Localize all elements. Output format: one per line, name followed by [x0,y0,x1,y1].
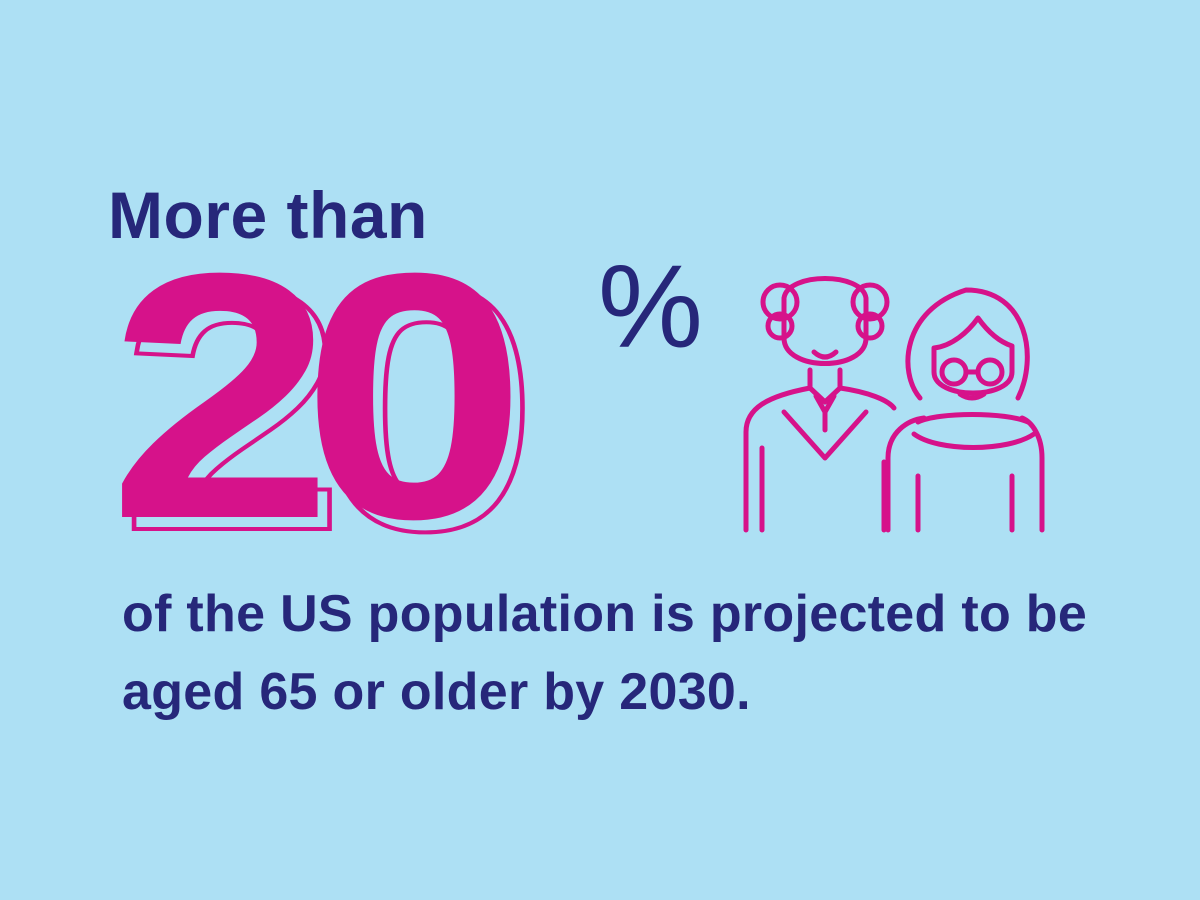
big-number: 20 [108,201,527,592]
headline-lead: More than [108,178,428,252]
elderly-man-icon [743,276,897,533]
elderly-woman-icon [885,287,1045,533]
elderly-couple-icon [738,262,1058,542]
caption-text: of the US population is projected to be … [122,585,1088,721]
big-number-group: 20 20 [108,222,628,586]
percent-sign: % [598,241,703,373]
big-number-shadow-outline: 20 [118,213,542,604]
